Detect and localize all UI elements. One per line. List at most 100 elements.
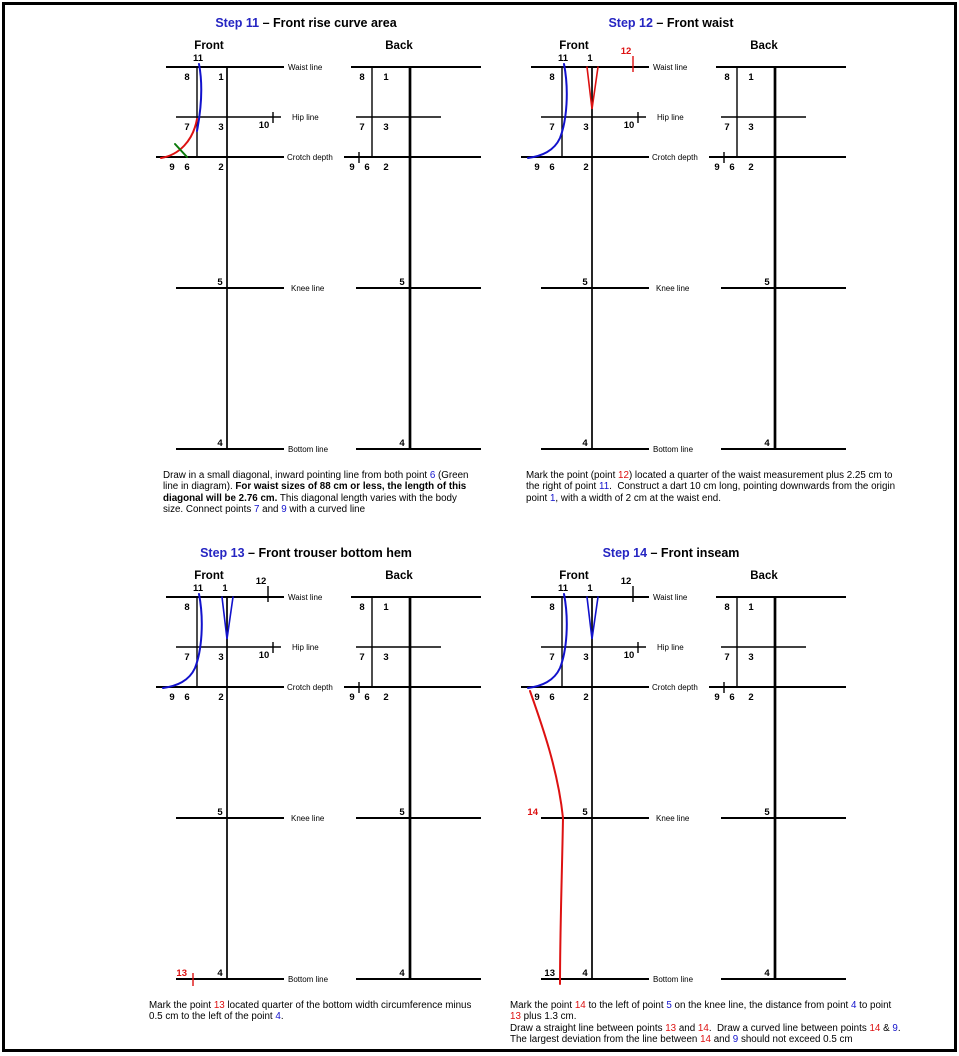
- step-11-title: Step 11 – Front rise curve area: [141, 13, 471, 35]
- point-label-2: 2: [583, 692, 588, 703]
- point-label-6: 6: [549, 162, 554, 173]
- point-label-9: 9: [534, 162, 539, 173]
- line-name-label: Waist line: [288, 593, 323, 602]
- step-11-panel: Step 11 – Front rise curve area Front Bac…: [141, 13, 506, 543]
- point-label-7: 7: [359, 652, 364, 663]
- point-label-8: 8: [359, 72, 364, 83]
- point-label-3: 3: [218, 122, 223, 133]
- point-label-13: 13: [544, 968, 555, 979]
- point-label-7: 7: [184, 652, 189, 663]
- point-label-5: 5: [399, 277, 405, 288]
- caption-text-segment: 11: [598, 481, 610, 493]
- point-label-9: 9: [534, 692, 539, 703]
- caption-text-segment: 14: [869, 1022, 881, 1034]
- step-14-title: Step 14 – Front inseam: [506, 543, 836, 565]
- step-12-title: Step 12 – Front waist: [506, 13, 836, 35]
- point-label-8: 8: [549, 602, 554, 613]
- caption-text-segment: . The largest deviation from the line be…: [510, 1022, 906, 1046]
- step-14-caption: Mark the point 14 to the left of point 5…: [510, 1000, 902, 1045]
- point-label-1: 1: [383, 72, 389, 83]
- caption-text-segment: 4: [850, 1000, 857, 1011]
- step-title-text: – Front trouser bottom hem: [244, 546, 412, 560]
- waist-dart: [586, 66, 599, 110]
- line-name-label: Knee line: [291, 814, 325, 823]
- line-name-label: Crotch depth: [287, 683, 333, 692]
- front-section-header: Front: [194, 40, 224, 52]
- point-label-2: 2: [583, 162, 588, 173]
- caption-text-segment: should not exceed 0.5 cm: [738, 1034, 853, 1046]
- caption-text-segment: 14: [697, 1022, 709, 1034]
- line-name-label: Crotch depth: [287, 153, 333, 162]
- caption-text-segment: Draw in a small diagonal, inward pointin…: [163, 470, 430, 481]
- point-label-4: 4: [399, 968, 405, 979]
- pattern-diagram-step-12: Front Back Waist line Hip line Crotch depth K…: [521, 40, 846, 454]
- caption-text-segment: 4: [275, 1011, 281, 1023]
- point-label-6: 6: [729, 162, 734, 173]
- pattern-diagram-step-14: Front Back Waist line Hip line Crotch depth K…: [521, 570, 846, 985]
- point-label-1: 1: [587, 53, 593, 64]
- point-label-6: 6: [364, 162, 369, 173]
- step-title-text: – Front waist: [652, 16, 734, 30]
- step-14-panel: Step 14 – Front inseam Front Back Waist li…: [506, 543, 906, 1045]
- line-name-label: Bottom line: [288, 445, 329, 454]
- front-section-header: Front: [559, 570, 589, 582]
- point-label-6: 6: [184, 162, 189, 173]
- back-section-header: Back: [385, 570, 413, 582]
- point-label-12: 12: [621, 576, 632, 587]
- caption-text-segment: . Draw a curved line between points: [708, 1022, 870, 1034]
- step-title-text: – Front rise curve area: [259, 16, 397, 30]
- caption-text-segment: 9: [281, 504, 287, 516]
- point-label-4: 4: [217, 968, 223, 979]
- line-name-label: Bottom line: [653, 445, 694, 454]
- step-number-label: Step 12: [608, 16, 653, 30]
- inward-diagonal-from-6: [174, 143, 188, 158]
- caption-text-segment: This diagonal length varies with the bod…: [163, 492, 460, 516]
- back-section-header: Back: [385, 40, 413, 52]
- point-label-8: 8: [359, 602, 364, 613]
- line-name-label: Knee line: [656, 814, 690, 823]
- caption-text-segment: 13: [213, 1000, 225, 1011]
- caption-text-segment: on the knee line, the distance from poin…: [671, 1000, 851, 1011]
- caption-text-segment: and: [259, 504, 282, 516]
- caption-text-segment: Mark the point (point: [526, 470, 619, 481]
- front-section-header: Front: [559, 40, 589, 52]
- caption-text-segment: ) located a quarter of the waist measure…: [526, 470, 896, 493]
- point-label-6: 6: [549, 692, 554, 703]
- point-label-6: 6: [364, 692, 369, 703]
- point-label-12: 12: [256, 576, 267, 587]
- point-label-9: 9: [349, 162, 354, 173]
- point-label-9: 9: [714, 162, 719, 173]
- point-label-10: 10: [624, 650, 635, 661]
- step-13-panel: Step 13 – Front trouser bottom hem Front…: [141, 543, 506, 1045]
- point-label-4: 4: [582, 968, 588, 979]
- front-rise-curve: [527, 593, 568, 689]
- point-label-7: 7: [184, 122, 189, 133]
- point-label-5: 5: [217, 277, 223, 288]
- line-name-label: Hip line: [657, 643, 684, 652]
- step-number-label: Step 14: [602, 546, 648, 560]
- line-name-label: Crotch depth: [652, 683, 698, 692]
- point-label-5: 5: [764, 277, 770, 288]
- caption-text-segment: .: [280, 1011, 284, 1023]
- point-label-6: 6: [729, 692, 734, 703]
- point-label-8: 8: [724, 602, 729, 613]
- front-section-header: Front: [194, 570, 224, 582]
- point-label-2: 2: [383, 162, 388, 173]
- point-label-4: 4: [217, 438, 223, 449]
- point-label-1: 1: [383, 602, 389, 613]
- line-name-label: Hip line: [657, 113, 684, 122]
- line-name-label: Hip line: [292, 643, 319, 652]
- caption-text-segment: 14: [700, 1034, 711, 1046]
- point-label-5: 5: [399, 807, 405, 818]
- pattern-diagram-step-13: Front Back Waist line Hip line Crotch depth K…: [156, 570, 481, 986]
- point-label-10: 10: [624, 120, 635, 131]
- back-section-header: Back: [750, 40, 778, 52]
- point-label-2: 2: [383, 692, 388, 703]
- step-number-label: Step 11: [215, 16, 260, 30]
- line-name-label: Bottom line: [288, 975, 329, 984]
- point-label-3: 3: [218, 652, 223, 663]
- caption-text-segment: and: [710, 1034, 733, 1046]
- point-label-9: 9: [169, 692, 174, 703]
- point-label-3: 3: [383, 652, 388, 663]
